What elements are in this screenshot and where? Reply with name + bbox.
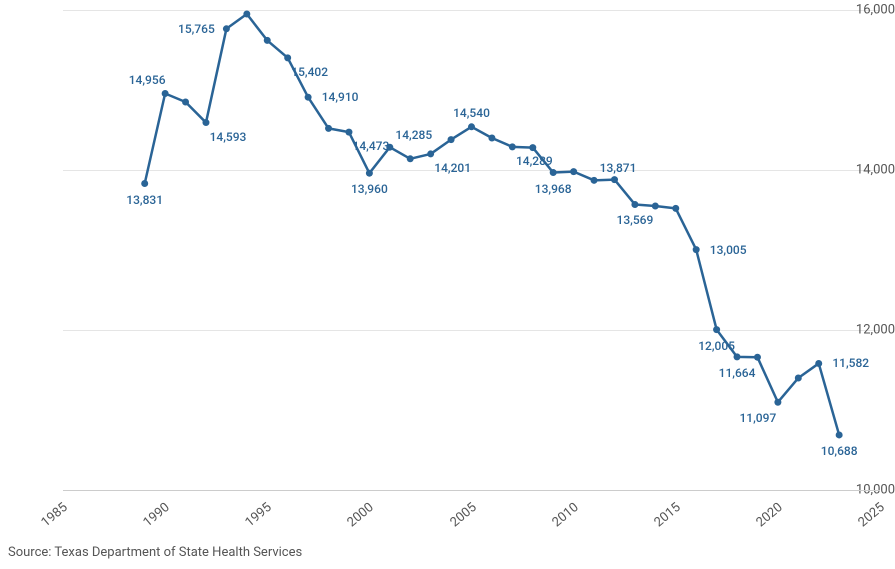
line-chart: 10,00012,00014,00016,000 198519901995200… xyxy=(0,0,895,569)
source-note: Source: Texas Department of State Health… xyxy=(8,545,302,560)
data-label: 14,201 xyxy=(434,161,471,175)
data-label: 14,910 xyxy=(322,90,359,104)
data-label: 13,968 xyxy=(535,182,572,196)
data-label: 11,582 xyxy=(832,356,869,370)
data-marker xyxy=(672,205,679,212)
data-marker xyxy=(325,125,332,132)
data-marker xyxy=(407,155,414,162)
data-marker xyxy=(509,143,516,150)
data-label: 14,593 xyxy=(210,130,247,144)
data-marker xyxy=(162,90,169,97)
data-marker xyxy=(488,135,495,142)
data-label: 13,569 xyxy=(616,213,653,227)
data-marker xyxy=(795,375,802,382)
data-label: 14,956 xyxy=(129,73,166,87)
data-marker xyxy=(264,37,271,44)
data-label: 13,831 xyxy=(126,193,163,207)
data-marker xyxy=(345,129,352,136)
data-label: 12,005 xyxy=(698,339,735,353)
data-marker xyxy=(734,353,741,360)
data-label: 13,871 xyxy=(600,161,637,175)
data-marker xyxy=(223,25,230,32)
data-marker xyxy=(591,177,598,184)
data-marker xyxy=(529,144,536,151)
data-label: 13,005 xyxy=(710,243,747,257)
data-label: 10,688 xyxy=(821,444,858,458)
data-marker xyxy=(550,169,557,176)
data-marker xyxy=(713,326,720,333)
data-marker xyxy=(468,123,475,130)
data-label: 15,402 xyxy=(291,65,328,79)
data-label: 14,540 xyxy=(453,106,490,120)
data-label: 15,765 xyxy=(178,22,215,36)
data-marker xyxy=(305,94,312,101)
data-marker xyxy=(631,201,638,208)
data-marker xyxy=(754,354,761,361)
data-marker xyxy=(243,11,250,18)
data-label: 14,473 xyxy=(353,139,390,153)
data-marker xyxy=(182,99,189,106)
data-marker xyxy=(141,180,148,187)
data-label: 13,960 xyxy=(351,182,388,196)
data-label: 14,285 xyxy=(395,128,432,142)
data-marker xyxy=(815,360,822,367)
data-marker xyxy=(652,203,659,210)
data-marker xyxy=(202,119,209,126)
data-marker xyxy=(448,136,455,143)
data-marker xyxy=(427,150,434,157)
data-marker xyxy=(284,54,291,61)
data-marker xyxy=(570,168,577,175)
data-marker xyxy=(611,176,618,183)
data-marker xyxy=(366,170,373,177)
data-label: 11,097 xyxy=(739,411,776,425)
data-marker xyxy=(693,246,700,253)
data-label: 14,289 xyxy=(516,154,553,168)
data-label: 11,664 xyxy=(719,366,756,380)
data-marker xyxy=(774,399,781,406)
data-marker xyxy=(836,431,843,438)
